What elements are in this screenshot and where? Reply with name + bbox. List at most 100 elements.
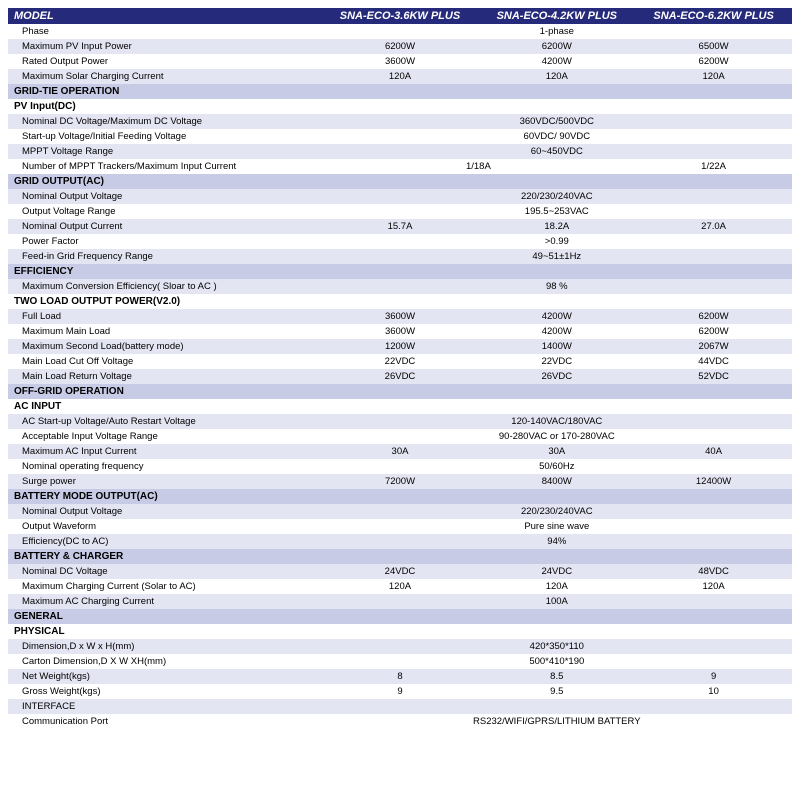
row-cutoff-v: Main Load Cut Off Voltage22VDC22VDC44VDC [8,354,792,369]
row-ac-input-range: Acceptable Input Voltage Range90-280VAC … [8,429,792,444]
label: Dimension,D x W x H(mm) [8,639,322,654]
val-b: 1400W [478,339,635,354]
label: Nominal DC Voltage/Maximum DC Voltage [8,114,322,129]
label: Feed-in Grid Frequency Range [8,249,322,264]
val-a: 15.7A [322,219,479,234]
row-max-ac-input: Maximum AC Input Current30A30A40A [8,444,792,459]
row-max-pv: Maximum PV Input Power6200W6200W6500W [8,39,792,54]
val-b: 30A [478,444,635,459]
val-b: 22VDC [478,354,635,369]
val-c: 40A [635,444,792,459]
value: 360VDC/500VDC [322,114,792,129]
val-a: 7200W [322,474,479,489]
label: Maximum PV Input Power [8,39,322,54]
row-max-ac-charging: Maximum AC Charging Current100A [8,594,792,609]
subsection-physical: PHYSICAL [8,624,792,639]
row-comm-port: Communication PortRS232/WIFI/GPRS/LITHIU… [8,714,792,729]
val-a: 3600W [322,309,479,324]
value: Pure sine wave [322,519,792,534]
row-startup-voltage: Start-up Voltage/Initial Feeding Voltage… [8,129,792,144]
header-col3: SNA-ECO-6.2KW PLUS [635,8,792,24]
section-efficiency: EFFICIENCY [8,264,792,279]
label: Maximum AC Input Current [8,444,322,459]
section-label: GRID OUTPUT(AC) [8,174,792,189]
row-max-solar-charge: Maximum Solar Charging Current120A120A12… [8,69,792,84]
label: Maximum Second Load(battery mode) [8,339,322,354]
val-b: 4200W [478,324,635,339]
val-b: 26VDC [478,369,635,384]
row-grossweight: Gross Weight(kgs)99.510 [8,684,792,699]
val-c: 27.0A [635,219,792,234]
val-b: 120A [478,69,635,84]
val-a: 24VDC [322,564,479,579]
header-row: MODEL SNA-ECO-3.6KW PLUS SNA-ECO-4.2KW P… [8,8,792,24]
val-c: 10 [635,684,792,699]
row-nominal-output-c: Nominal Output Current15.7A18.2A27.0A [8,219,792,234]
label: Efficiency(DC to AC) [8,534,322,549]
value: 500*410*190 [322,654,792,669]
label: Maximum Charging Current (Solar to AC) [8,579,322,594]
section-gridoutput: GRID OUTPUT(AC) [8,174,792,189]
val-c: 6200W [635,309,792,324]
val-c: 44VDC [635,354,792,369]
value: 60~450VDC [322,144,792,159]
val-c: 52VDC [635,369,792,384]
val-a: 120A [322,579,479,594]
section-label: EFFICIENCY [8,264,792,279]
val-b: 24VDC [478,564,635,579]
label: Nominal DC Voltage [8,564,322,579]
label: Nominal Output Current [8,219,322,234]
row-waveform: Output WaveformPure sine wave [8,519,792,534]
val-b: 4200W [478,309,635,324]
val-c: 2067W [635,339,792,354]
val-b: 6200W [478,39,635,54]
label: Nominal operating frequency [8,459,322,474]
value: 90-280VAC or 170-280VAC [322,429,792,444]
row-mppt-range: MPPT Voltage Range60~450VDC [8,144,792,159]
row-phase: Phase1-phase [8,24,792,39]
value: 420*350*110 [322,639,792,654]
label: Acceptable Input Voltage Range [8,429,322,444]
section-gridtie: GRID-TIE OPERATION [8,84,792,99]
row-bc-nominal-dc: Nominal DC Voltage24VDC24VDC48VDC [8,564,792,579]
val-c: 1/22A [635,159,792,174]
label: INTERFACE [8,699,792,714]
val-b: 9.5 [478,684,635,699]
val-a: 22VDC [322,354,479,369]
subsection-acinput: AC INPUT [8,399,792,414]
section-label: TWO LOAD OUTPUT POWER(V2.0) [8,294,792,309]
section-batterycharger: BATTERY & CHARGER [8,549,792,564]
label: Output Voltage Range [8,204,322,219]
subsection-pvinput: PV Input(DC) [8,99,792,114]
row-max-second: Maximum Second Load(battery mode)1200W14… [8,339,792,354]
val-c: 6500W [635,39,792,54]
row-netweight: Net Weight(kgs)88.59 [8,669,792,684]
val-c: 120A [635,69,792,84]
val-c: 9 [635,669,792,684]
label: Surge power [8,474,322,489]
val-a: 3600W [322,54,479,69]
val-c: 6200W [635,324,792,339]
label: Maximum Conversion Efficiency( Sloar to … [8,279,322,294]
row-carton: Carton Dimension,D X W XH(mm)500*410*190 [8,654,792,669]
label: Carton Dimension,D X W XH(mm) [8,654,322,669]
row-interface: INTERFACE [8,699,792,714]
label: Output Waveform [8,519,322,534]
val-a: 1200W [322,339,479,354]
header-col2: SNA-ECO-4.2KW PLUS [478,8,635,24]
val-b: 4200W [478,54,635,69]
section-label: GENERAL [8,609,792,624]
subsection-label: AC INPUT [8,399,792,414]
row-max-conv-eff: Maximum Conversion Efficiency( Sloar to … [8,279,792,294]
header-model: MODEL [8,8,322,24]
row-max-main: Maximum Main Load3600W4200W6200W [8,324,792,339]
row-power-factor: Power Factor>0.99 [8,234,792,249]
header-col1: SNA-ECO-3.6KW PLUS [322,8,479,24]
label: Net Weight(kgs) [8,669,322,684]
row-mppt-trackers: Number of MPPT Trackers/Maximum Input Cu… [8,159,792,174]
section-batterymode: BATTERY MODE OUTPUT(AC) [8,489,792,504]
subsection-label: PHYSICAL [8,624,792,639]
value: 98 % [322,279,792,294]
label: Maximum AC Charging Current [8,594,322,609]
section-label: GRID-TIE OPERATION [8,84,792,99]
